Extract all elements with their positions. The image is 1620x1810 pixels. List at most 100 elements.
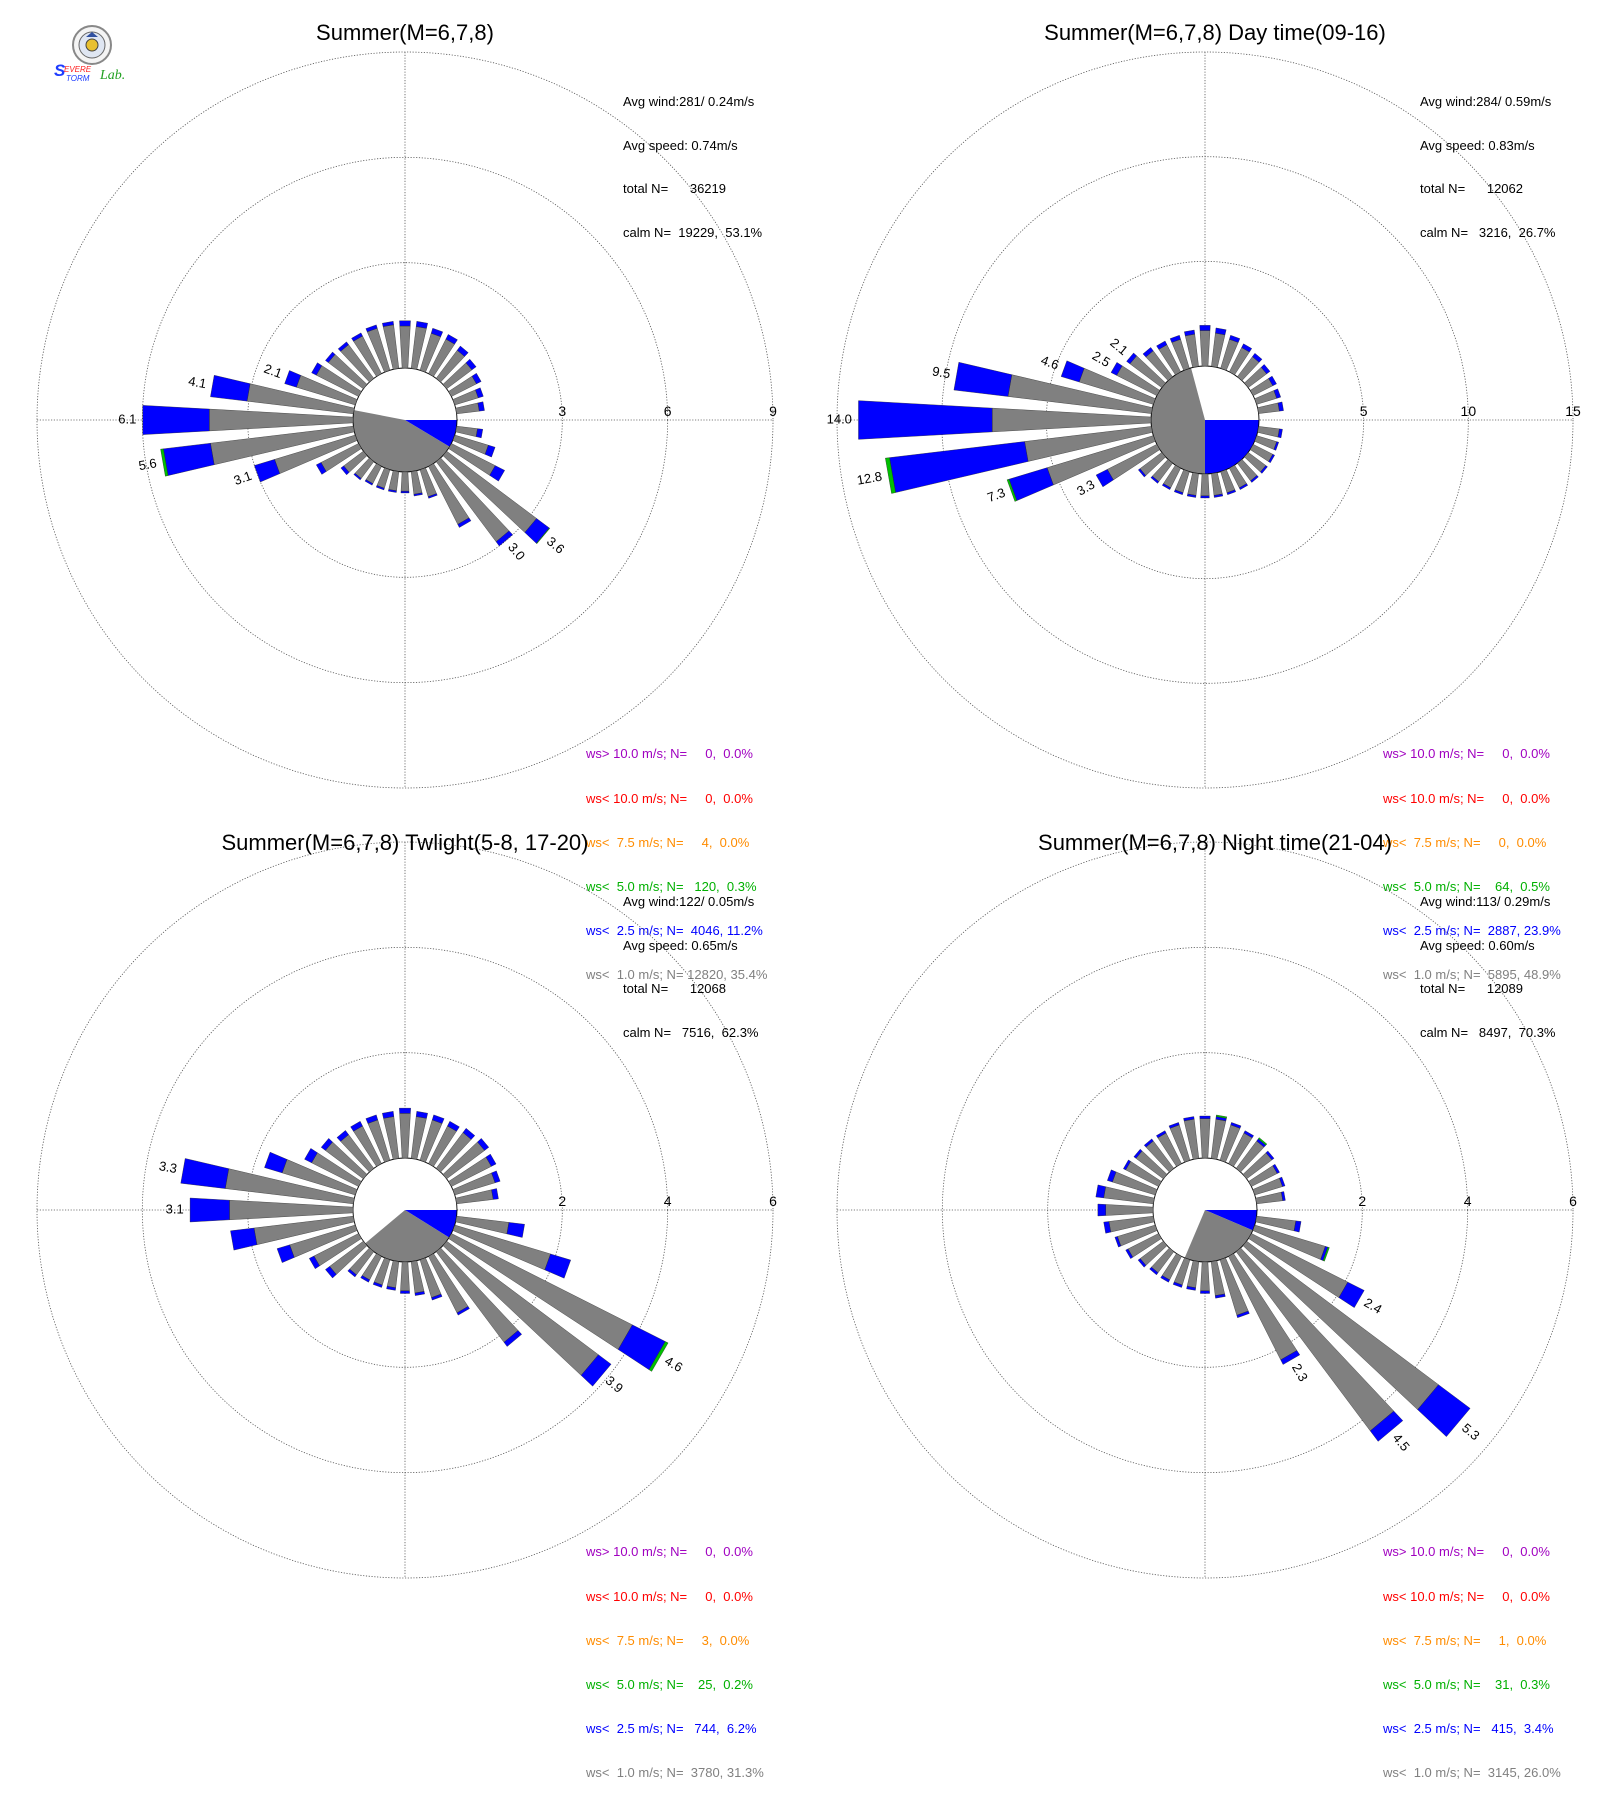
- bar-segment-green: [536, 527, 551, 545]
- ring-tick-label: 2: [558, 1193, 566, 1209]
- wind-rose-panel-twilight: 2 4 6 4.6 3.9 3.1 3.3 Summer(M=6,7,8) Twlight(…: [0, 810, 810, 1780]
- bar-segment-blue: [427, 493, 438, 499]
- bar-segment-blue: [1229, 335, 1241, 343]
- bar-segment-blue: [1268, 454, 1275, 463]
- bar-segment-blue: [1126, 352, 1137, 365]
- bar-segment-blue: [320, 1138, 333, 1151]
- bar-segment-blue: [1160, 1275, 1170, 1283]
- bar-segment-gray: [1211, 472, 1223, 496]
- bar-segment-gray: [455, 402, 480, 415]
- speed-legend: ws> 10.0 m/s; N= 0, 0.0% ws< 10.0 m/s; N…: [1383, 718, 1561, 1012]
- bar-segment-gray: [209, 408, 354, 432]
- bar-value-label: 3.1: [232, 468, 254, 488]
- bar-segment-blue: [1168, 1122, 1180, 1129]
- bar-segment-blue: [953, 362, 1013, 397]
- chart-title: Summer(M=6,7,8) Day time(09-16): [1044, 20, 1386, 45]
- bar-value-label: 4.6: [1039, 352, 1061, 372]
- bar-segment-blue: [491, 1188, 499, 1200]
- bar-segment-blue: [316, 462, 327, 475]
- bar-segment-blue: [506, 1222, 525, 1238]
- bar-segment-blue: [388, 489, 397, 493]
- stat-total-n: total N= 12062: [1420, 181, 1523, 196]
- bar-segment-gray: [1199, 1118, 1211, 1159]
- bar-segment-green: [1322, 1246, 1330, 1262]
- stat-avg-speed: Avg speed: 0.60m/s: [1420, 937, 1535, 953]
- legend-ws-lt-2-5: ws< 2.5 m/s; N= 2887, 23.9%: [1383, 922, 1561, 938]
- bar-segment-green: [1006, 478, 1018, 502]
- bar-segment-blue: [457, 517, 472, 528]
- bar-segment-blue: [413, 492, 423, 497]
- stat-avg-speed: Avg speed: 0.83m/s: [1420, 137, 1535, 153]
- bar-segment-blue: [1114, 1236, 1122, 1248]
- legend-ws-gt-10: ws> 10.0 m/s; N= 0, 0.0%: [1383, 1544, 1550, 1560]
- speed-legend: ws> 10.0 m/s; N= 0, 0.0% ws< 10.0 m/s; N…: [586, 1516, 764, 1810]
- stat-total-n: total N= 12068: [623, 981, 726, 996]
- calm-sector: [1151, 367, 1205, 474]
- stat-avg-wind: Avg wind:284/ 0.59m/s: [1420, 94, 1552, 109]
- bar-segment-blue: [1260, 364, 1271, 375]
- bar-value-label: 2.3: [1289, 1361, 1311, 1384]
- legend-ws-lt-2-5: ws< 2.5 m/s; N= 4046, 11.2%: [586, 922, 763, 938]
- bar-value-label: 3.6: [544, 534, 567, 557]
- bar-segment-blue: [336, 1130, 349, 1142]
- bar-segment-blue: [1142, 347, 1154, 358]
- chart-title: Summer(M=6,7,8) Night time(21-04): [1038, 830, 1392, 855]
- bar-segment-blue: [456, 345, 469, 357]
- bar-segment-blue: [1199, 325, 1211, 331]
- bar-segment-blue: [365, 1114, 379, 1124]
- bar-segment-gray: [992, 407, 1152, 433]
- stats-box: Avg wind:284/ 0.59m/s Avg speed: 0.83m/s…: [1420, 66, 1556, 269]
- bar-segment-blue: [465, 358, 477, 371]
- bar-segment-blue: [1123, 1159, 1131, 1171]
- bar-segment-blue: [889, 441, 1029, 493]
- range-ring: [247, 262, 563, 578]
- legend-ws-gt-10: ws> 10.0 m/s; N= 0, 0.0%: [586, 746, 753, 762]
- stat-avg-speed: Avg speed: 0.74m/s: [623, 137, 738, 153]
- bar-segment-blue: [503, 1330, 522, 1347]
- ring-tick-label: 2: [1358, 1193, 1366, 1209]
- bar-segment-gray: [1199, 330, 1211, 367]
- calm-sector: [1205, 1210, 1257, 1231]
- bar-segment-blue: [430, 327, 444, 337]
- stats-box: Avg wind:281/ 0.24m/s Avg speed: 0.74m/s…: [623, 66, 762, 269]
- bar-segment-blue: [485, 1153, 497, 1167]
- bar-segment-blue: [858, 400, 993, 440]
- stat-total-n: total N= 36219: [623, 181, 726, 196]
- bar-segment-blue: [1338, 1281, 1365, 1308]
- bar-segment-blue: [189, 1197, 230, 1223]
- bar-segment-blue: [447, 1121, 460, 1132]
- bar-segment-green: [648, 1341, 669, 1372]
- bar-segment-blue: [1174, 489, 1184, 495]
- chart-title: Summer(M=6,7,8): [316, 20, 494, 45]
- bar-segment-green: [1215, 1114, 1228, 1119]
- bar-segment-blue: [1236, 1310, 1250, 1318]
- bar-value-label: 3.3: [1074, 477, 1097, 499]
- stat-calm-n: calm N= 3216, 26.7%: [1420, 224, 1556, 240]
- bar-value-label: 7.3: [985, 485, 1007, 505]
- bar-segment-blue: [1277, 428, 1283, 439]
- bar-segment-blue: [372, 1281, 383, 1288]
- bar-value-label: 2.4: [1361, 1295, 1384, 1317]
- bar-segment-blue: [1095, 469, 1114, 488]
- legend-ws-lt-7-5: ws< 7.5 m/s; N= 0, 0.0%: [1383, 834, 1547, 850]
- legend-ws-lt-2-5: ws< 2.5 m/s; N= 415, 3.4%: [1383, 1720, 1554, 1736]
- calm-sector: [352, 410, 450, 473]
- bar-segment-blue: [1273, 441, 1279, 451]
- bar-segment-blue: [276, 1244, 295, 1263]
- bar-segment-blue: [414, 1291, 425, 1296]
- bar-segment-blue: [1097, 1203, 1106, 1217]
- svg-text:TORM: TORM: [66, 74, 90, 82]
- bar-segment-blue: [1186, 493, 1197, 498]
- bar-segment-blue: [475, 387, 484, 399]
- speed-legend: ws> 10.0 m/s; N= 0, 0.0% ws< 10.0 m/s; N…: [586, 718, 767, 1012]
- bar-segment-blue: [1095, 1184, 1106, 1199]
- bar-segment-blue: [340, 465, 350, 476]
- bar-segment-blue: [1156, 340, 1168, 350]
- bar-segment-blue: [350, 1121, 363, 1132]
- wind-rose-chart-night: 2 4 6 2.4 5.3 4.5 2.3: [836, 841, 1577, 1579]
- bar-segment-blue: [1273, 388, 1281, 399]
- bar-segment-blue: [304, 1148, 318, 1164]
- logo-emblem-icon: S EVERE TORM Lab.: [54, 25, 125, 82]
- bar-segment-blue: [308, 1255, 320, 1270]
- bar-segment-blue: [580, 1354, 612, 1387]
